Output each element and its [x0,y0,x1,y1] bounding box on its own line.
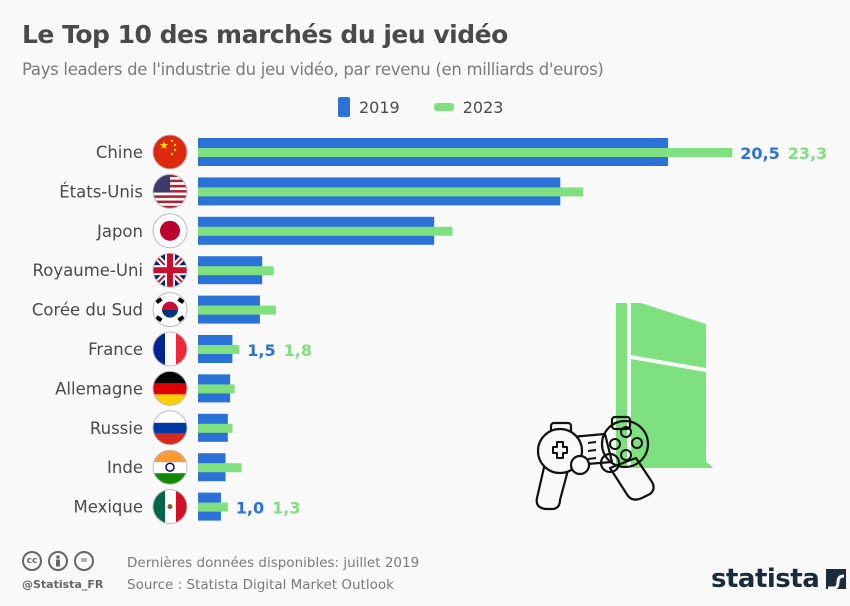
chart-row: États-Unis [59,177,584,206]
flag-india-icon [152,449,188,485]
cc-icon: cc [22,551,42,571]
legend: 2019 2023 [338,97,537,117]
bar-2023 [198,226,453,236]
chart-row: Allemagne [55,374,235,403]
data-label-2023: 23,3 [788,144,827,163]
source-note: Source : Statista Digital Market Outlook [127,577,394,593]
by-icon [48,551,68,571]
chart-row: Royaume-Uni [33,256,274,285]
category-label: Inde [107,458,143,477]
flag-china-icon: ★ [152,134,188,170]
legend-swatch-2019 [338,97,350,117]
data-note: Dernières données disponibles: juillet 2… [127,555,420,571]
license-icons: cc = [22,551,100,571]
person-icon [56,555,60,567]
bar-2023 [198,266,274,276]
category-label: Corée du Sud [32,301,143,320]
chart-row: Chine [96,138,733,166]
data-label: 20,5 23,3 [740,144,827,163]
data-label: 1,0 1,3 [236,499,301,518]
legend-label-2019: 2019 [359,97,400,117]
brand-name: statista [711,564,820,594]
legend-item-2023: 2023 [433,97,504,117]
legend-label-2023: 2023 [462,97,504,117]
bar-2023 [198,423,233,433]
flag-japan-icon [152,213,188,249]
bar-2023 [198,148,733,157]
category-label: France [88,340,143,359]
bar-2023 [198,187,584,197]
bar-2023 [198,463,242,473]
chart-subtitle: Pays leaders de l'industrie du jeu vidéo… [22,60,604,79]
category-label: Japon [96,222,143,241]
category-label: Mexique [73,498,143,517]
gamepad-icon [535,415,655,511]
chart-row: France [88,335,240,363]
bar-2023 [198,305,276,315]
chart-title: Le Top 10 des marchés du jeu vidéo [22,20,508,49]
category-label: États-Unis [59,182,143,201]
flag-france-icon [152,331,188,367]
chart-row: Mexique [73,492,228,521]
category-label: Chine [96,143,143,162]
category-label: Russie [90,419,143,438]
chart-row: Corée du Sud [32,295,276,324]
chart-row: Russie [90,413,233,442]
flag-uk-icon [152,252,188,288]
chart-row: Inde [107,453,242,482]
statista-logo[interactable]: statista [711,564,847,594]
legend-swatch-2023 [433,103,454,111]
flag-mexico-icon [152,489,188,525]
console-icon [616,303,713,468]
category-label: Royaume-Uni [33,261,143,280]
data-label-2019: 1,0 [236,499,264,518]
data-label-2019: 1,5 [247,341,275,360]
data-label-2019: 20,5 [740,144,779,163]
game-console-illustration [535,303,713,511]
flag-germany-icon [152,370,188,406]
category-label: Allemagne [55,379,143,398]
statista-logo-icon [826,569,847,589]
svg-text:★: ★ [159,139,169,152]
data-label: 1,5 1,8 [247,341,312,360]
flag-usa-icon [152,173,188,209]
data-label-2023: 1,3 [272,499,300,518]
legend-item-2019: 2019 [338,97,400,117]
nd-icon: = [74,551,94,571]
flag-south-korea-icon [152,292,188,328]
chart-row: Japon [96,216,453,245]
data-label-2023: 1,8 [284,341,312,360]
flag-russia-icon [152,410,188,446]
twitter-handle[interactable]: @Statista_FR [22,578,104,591]
bar-2023 [198,502,228,512]
bar-2023 [198,345,240,354]
bar-2023 [198,384,235,394]
